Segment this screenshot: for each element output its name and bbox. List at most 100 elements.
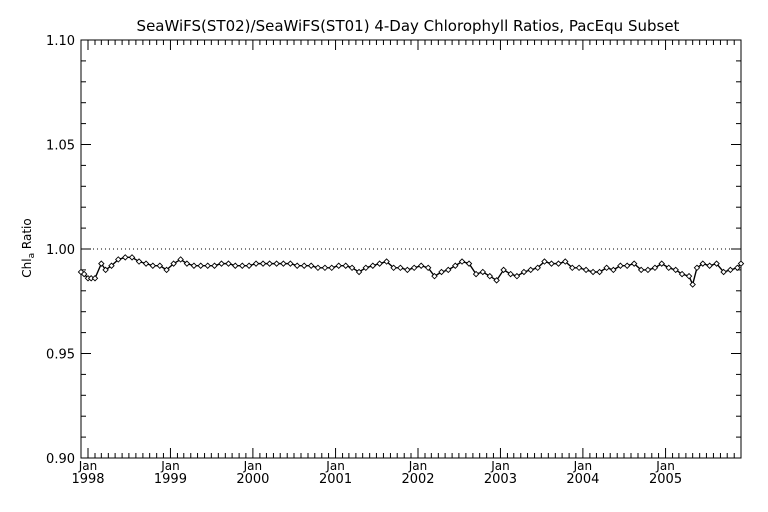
data-point xyxy=(458,258,466,265)
data-point xyxy=(328,264,335,272)
data-point xyxy=(232,262,239,269)
data-point xyxy=(479,268,487,276)
data-point xyxy=(706,262,713,269)
data-point xyxy=(672,266,679,274)
data-point xyxy=(610,266,617,274)
data-point xyxy=(280,260,287,267)
data-point xyxy=(342,262,349,269)
data-point xyxy=(135,258,143,265)
data-point xyxy=(122,254,129,261)
data-point xyxy=(108,262,115,269)
x-tick-month-label: Jan xyxy=(573,459,593,473)
data-point xyxy=(562,258,569,265)
y-tick-label: 0.90 xyxy=(46,452,75,467)
data-point xyxy=(493,277,500,284)
x-tick-year-label: 2002 xyxy=(401,472,434,487)
data-point xyxy=(77,268,85,276)
data-point xyxy=(651,264,659,272)
data-point xyxy=(314,264,322,272)
data-point xyxy=(397,264,404,272)
data-point xyxy=(472,270,480,278)
y-axis-label-subscript: a xyxy=(27,253,37,259)
data-point xyxy=(287,260,294,267)
data-point xyxy=(335,262,342,269)
data-point xyxy=(644,266,652,274)
data-point xyxy=(163,266,170,274)
x-tick-month-label: Jan xyxy=(78,459,98,473)
x-tick-month-label: Jan xyxy=(325,459,345,473)
x-tick-month-label: Jan xyxy=(408,459,428,473)
y-tick-label: 0.95 xyxy=(46,348,75,363)
x-tick-month-label: Jan xyxy=(160,459,180,473)
data-point xyxy=(225,260,232,267)
data-point xyxy=(259,260,267,267)
data-point xyxy=(142,260,150,267)
x-tick-year-label: 2003 xyxy=(484,472,517,487)
x-tick-year-label: 2005 xyxy=(649,472,682,487)
data-point xyxy=(486,272,494,280)
data-point xyxy=(685,272,693,280)
data-point xyxy=(115,256,122,263)
data-point xyxy=(307,262,315,269)
data-point xyxy=(527,266,534,274)
data-point xyxy=(300,262,308,269)
data-point xyxy=(183,260,191,267)
data-point xyxy=(417,262,425,269)
data-point xyxy=(637,266,645,274)
data-point xyxy=(149,262,157,269)
data-point xyxy=(348,264,356,272)
data-point xyxy=(720,268,727,276)
data-point xyxy=(630,260,638,267)
data-point xyxy=(156,262,164,269)
data-point xyxy=(452,262,459,269)
y-axis-label-main: Chl xyxy=(20,258,34,277)
plot-frame xyxy=(80,39,742,459)
y-axis: 0.90 0.95 1.00 1.05 1.10 xyxy=(46,34,741,467)
x-tick-month-label: Jan xyxy=(655,459,675,473)
data-point xyxy=(623,262,631,269)
data-point xyxy=(569,264,576,272)
data-point xyxy=(534,264,541,272)
data-point xyxy=(369,262,377,269)
data-point xyxy=(252,260,260,267)
x-tick-month-label: Jan xyxy=(490,459,510,473)
data-point xyxy=(80,270,88,278)
x-tick-year-label: 1999 xyxy=(154,472,187,487)
x-tick-month-label: Jan xyxy=(243,459,263,473)
y-axis-label-suffix: Ratio xyxy=(20,218,34,253)
data-point xyxy=(239,262,246,269)
data-point xyxy=(555,260,562,267)
data-point xyxy=(520,268,528,276)
data-point xyxy=(727,266,734,274)
data-point xyxy=(197,262,204,269)
data-point xyxy=(383,258,390,265)
data-point xyxy=(513,272,521,280)
data-point xyxy=(376,260,383,267)
data-point xyxy=(293,262,301,269)
x-axis: Jan1998Jan1999Jan2000Jan2001Jan2002Jan20… xyxy=(71,40,742,487)
data-point xyxy=(658,260,665,267)
data-point xyxy=(362,264,370,272)
data-point xyxy=(665,264,672,272)
data-point xyxy=(218,260,225,267)
data-point xyxy=(410,264,418,272)
data-point xyxy=(541,258,548,265)
y-tick-label: 1.10 xyxy=(46,34,75,49)
data-point xyxy=(445,266,452,274)
data-point xyxy=(390,264,397,272)
data-point xyxy=(603,264,610,272)
x-tick-year-label: 2001 xyxy=(319,472,352,487)
data-point xyxy=(102,266,109,274)
x-tick-year-label: 1998 xyxy=(71,472,104,487)
y-axis-label: Chla Ratio xyxy=(20,218,37,277)
data-point xyxy=(266,260,273,267)
data-point xyxy=(98,260,105,267)
data-point xyxy=(404,266,411,274)
data-point xyxy=(465,260,473,267)
x-tick-year-label: 2004 xyxy=(566,472,599,487)
data-point xyxy=(177,256,184,263)
y-tick-label: 1.00 xyxy=(46,243,75,258)
data-point xyxy=(713,260,720,267)
chart-title: SeaWiFS(ST02)/SeaWiFS(ST01) 4-Day Chloro… xyxy=(137,17,680,35)
y-tick-label: 1.05 xyxy=(46,139,75,154)
